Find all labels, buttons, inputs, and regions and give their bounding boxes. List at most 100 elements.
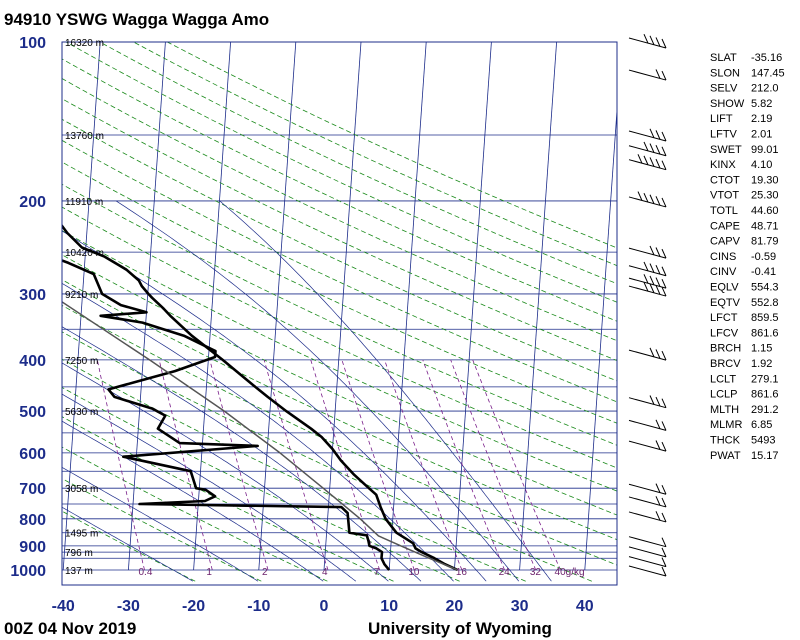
wind-barb (628, 440, 667, 452)
wind-barb-flag (661, 566, 667, 577)
moist-adiabat (115, 200, 520, 582)
temperature-axis: -40 -30 -20 -10 0 10 20 30 40 (52, 598, 594, 615)
index-value: 81.79 (751, 236, 779, 248)
index-value: -0.41 (751, 266, 776, 278)
mixing-ratio-label: 24 (499, 567, 511, 578)
wind-barb-flag (661, 512, 667, 523)
index-key: SELV (710, 83, 738, 95)
wind-barb (628, 395, 667, 409)
mixing-ratio-line (158, 359, 213, 571)
isotherm-line (584, 104, 617, 571)
wind-barb-flag (655, 144, 661, 155)
wind-barb (628, 261, 667, 277)
temperature-tick-label: 0 (320, 598, 329, 615)
mixing-ratio-label: 10 (408, 567, 420, 578)
pressure-tick-label: 700 (19, 481, 46, 498)
index-key: VTOT (710, 190, 739, 202)
pressure-tick-label: 500 (19, 404, 46, 421)
pressure-tick-label: 100 (19, 35, 46, 52)
pressure-tick-label: 200 (19, 194, 46, 211)
dry-adiabat (62, 183, 617, 446)
pressure-tick-label: 300 (19, 287, 46, 304)
moist-adiabat (62, 466, 259, 582)
index-value: 2.19 (751, 113, 772, 125)
dry-adiabat (65, 42, 617, 303)
wind-barb-flag (649, 35, 655, 46)
wind-barb-flag (661, 557, 667, 567)
dry-adiabat (62, 230, 617, 492)
wind-barb (628, 69, 667, 81)
wind-barb-flag (655, 496, 661, 506)
wind-barb-flag (637, 154, 643, 164)
mixing-ratio-line (450, 359, 537, 571)
height-label: 1495 m (65, 529, 98, 540)
wind-barb-flag (661, 421, 667, 431)
wind-barb-flag (661, 286, 667, 297)
dry-adiabat (62, 279, 617, 541)
moist-adiabat (62, 282, 454, 582)
index-value: 212.0 (751, 83, 779, 95)
temperature-tick-label: -30 (117, 598, 140, 615)
index-key: MLTH (710, 404, 739, 416)
height-label: 13760 m (65, 131, 104, 142)
temperature-tick-label: 20 (446, 598, 464, 615)
index-key: TOTL (710, 205, 738, 217)
wind-barb-flag (649, 157, 655, 167)
index-key: SHOW (710, 98, 745, 110)
pressure-tick-label: 800 (19, 512, 46, 529)
wind-barb-shaft (628, 546, 667, 558)
wind-barb-flag (655, 247, 661, 257)
index-value: 19.30 (751, 174, 779, 186)
moist-adiabat (62, 230, 487, 582)
index-value: 147.45 (751, 67, 785, 79)
mixing-ratio-line (384, 359, 463, 571)
index-key: SLAT (710, 52, 737, 64)
moist-adiabat (62, 420, 324, 582)
height-label: 9210 m (65, 290, 98, 301)
height-label: 10420 m (65, 248, 104, 259)
height-label: 5630 m (65, 407, 98, 418)
wind-barb-flag (649, 395, 655, 405)
dry-adiabat (62, 386, 460, 582)
index-key: THCK (710, 435, 741, 447)
isotherm-line (519, 42, 557, 571)
dry-adiabat (62, 478, 262, 582)
wind-barb (628, 546, 667, 558)
wind-barb-flag (661, 160, 667, 170)
sounding-profiles (62, 223, 459, 572)
wind-barb-flag (643, 261, 649, 272)
wind-barb-flag (661, 266, 667, 276)
wind-barb (628, 496, 667, 508)
dry-adiabat (62, 416, 394, 582)
wind-barb (628, 128, 667, 142)
wind-barb-flag (661, 278, 667, 289)
wind-barb-flag (655, 158, 661, 169)
pressure-tick-label: 400 (19, 353, 46, 370)
dry-adiabat (133, 42, 617, 267)
pressure-axis: 100 200 300 400 500 600 700 800 900 1000 (10, 35, 46, 580)
wind-barb (628, 141, 667, 157)
wind-barb-flag (649, 128, 655, 138)
index-key: LFTV (710, 129, 738, 141)
plot-frame (61, 41, 618, 586)
index-key: EQTV (710, 297, 741, 309)
isotherm-line (454, 42, 492, 571)
wind-barb-flag (649, 283, 655, 294)
wind-barb-flag (655, 483, 661, 493)
wind-barb-shaft (628, 556, 667, 568)
wind-barb (628, 245, 667, 259)
wind-barb-flag (661, 197, 667, 208)
wind-barb-shaft (628, 536, 667, 548)
wind-barb-flag (643, 274, 649, 284)
mixing-ratio-line (422, 359, 505, 571)
pressure-tick-label: 1000 (10, 563, 46, 580)
moist-adiabat (62, 506, 193, 582)
wind-barb-flag (661, 146, 667, 156)
isotherm-line (128, 42, 166, 571)
index-key: CINS (710, 251, 736, 263)
wind-barb (628, 565, 667, 577)
mixing-ratio-label: 40g/kg (555, 567, 585, 578)
dry-adiabat (62, 510, 196, 582)
parcel-path-line (62, 301, 458, 571)
index-key: CTOT (710, 174, 740, 186)
